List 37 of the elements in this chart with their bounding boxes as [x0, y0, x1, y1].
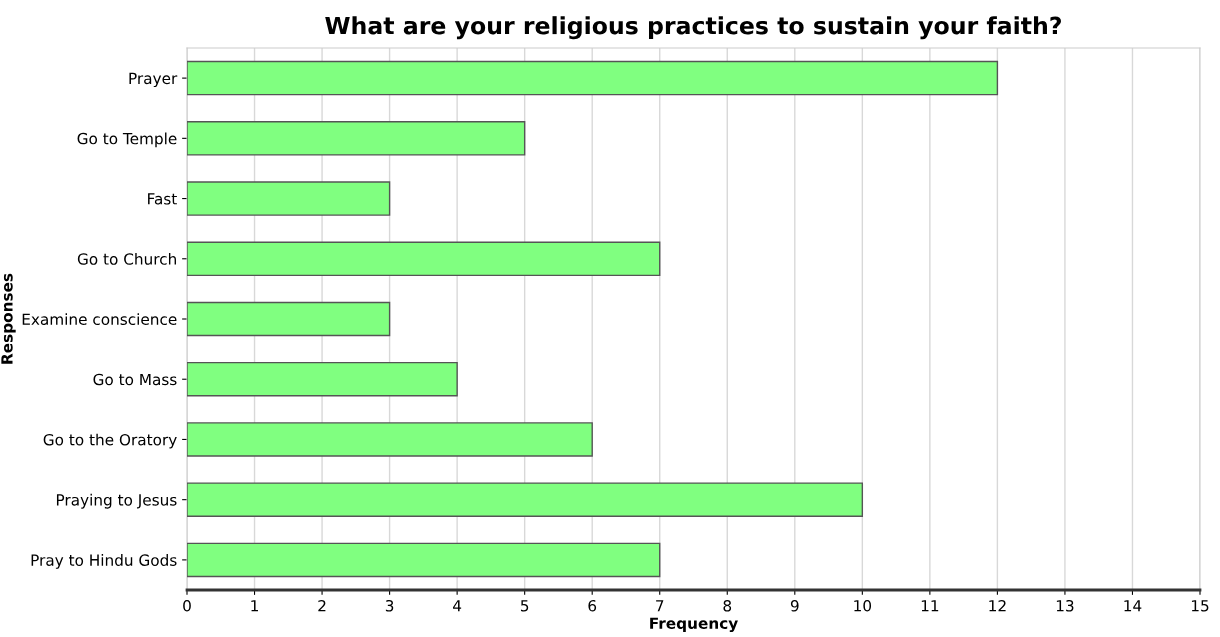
x-tick-label: 13: [1056, 599, 1074, 612]
y-tick-label: Go to Church: [77, 252, 176, 265]
x-tick-label: 5: [520, 600, 529, 612]
y-tick-label: Go to the Oratory: [43, 433, 177, 449]
bar: [187, 301, 391, 337]
bar: [187, 422, 593, 457]
x-tick-label: 14: [1124, 600, 1142, 612]
y-axis-title: Responses: [1, 273, 16, 364]
x-tick-label: 6: [588, 599, 597, 612]
y-tick-label: Go to Mass: [93, 373, 177, 386]
bar: [187, 241, 661, 277]
x-tick-label: 9: [790, 599, 799, 612]
y-tick-label: Prayer: [129, 72, 178, 88]
bar: [187, 181, 391, 216]
bar: [187, 482, 864, 517]
x-tick-label: 12: [989, 599, 1006, 612]
y-tick-label: Fast: [148, 193, 177, 205]
x-tick-label: 4: [453, 600, 462, 612]
y-tick-label: Go to Temple: [77, 132, 177, 148]
bar: [187, 60, 999, 96]
x-tick-label: 1: [251, 600, 258, 612]
x-tick-label: 10: [854, 599, 872, 612]
y-tick-label: Examine conscience: [22, 313, 177, 326]
bar: [187, 361, 458, 397]
x-tick-label: 0: [183, 599, 191, 612]
x-tick-label: 2: [318, 599, 326, 612]
x-tick-label: 7: [656, 600, 664, 612]
y-tick-label: Pray to Hindu Gods: [31, 554, 177, 569]
x-tick-label: 11: [921, 600, 939, 612]
bar: [187, 121, 526, 156]
x-tick-label: 8: [723, 599, 732, 612]
x-tick-label: 3: [385, 599, 394, 612]
bar: [187, 542, 661, 578]
chart-title: What are your religious practices to sustain your faith?: [325, 16, 1061, 40]
y-tick-label: Praying to Jesus: [56, 493, 177, 509]
x-axis-title: Frequency: [650, 617, 738, 633]
x-tick-label: 15: [1191, 600, 1209, 612]
